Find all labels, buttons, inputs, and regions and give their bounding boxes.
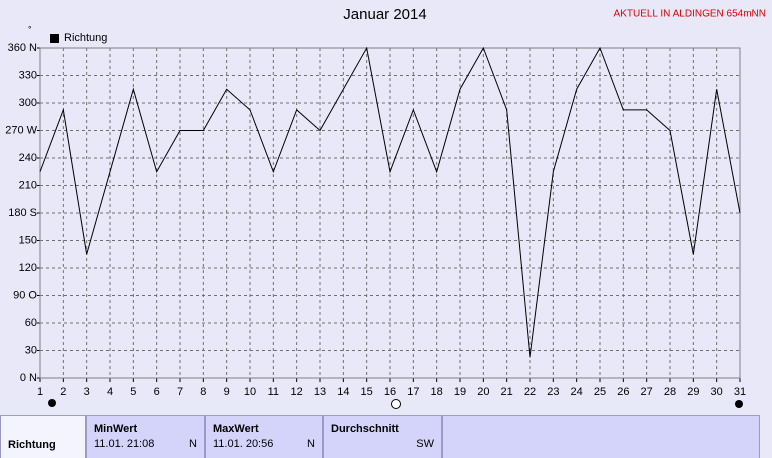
y-tick-label: 210: [19, 179, 37, 191]
x-tick-label: 19: [454, 386, 466, 398]
y-tick-label: 60: [25, 317, 37, 329]
moon-phases: [48, 399, 743, 409]
y-tick-label: 270 W: [5, 124, 37, 136]
cell-value: N: [307, 438, 315, 450]
x-tick-label: 31: [734, 386, 746, 398]
x-tick-label: 16: [384, 386, 396, 398]
x-tick-label: 14: [337, 386, 349, 398]
chart-title: Januar 2014: [343, 6, 426, 23]
x-tick-label: 27: [641, 386, 653, 398]
y-tick-label: 300: [19, 97, 37, 109]
moon-icon: [48, 399, 56, 407]
x-tick-label: 23: [547, 386, 559, 398]
row-label-cell: Richtung: [0, 415, 86, 458]
cell-time: 11.01. 21:08: [94, 438, 155, 450]
x-tick-label: 30: [711, 386, 723, 398]
x-tick-label: 21: [501, 386, 513, 398]
x-tick-label: 8: [200, 386, 206, 398]
legend-label: Richtung: [64, 32, 107, 44]
moon-icon: [391, 399, 401, 409]
y-tick-label: 30: [25, 344, 37, 356]
x-tick-label: 2: [60, 386, 66, 398]
x-tick-label: 13: [314, 386, 326, 398]
y-tick-label: 90 O: [13, 289, 37, 301]
x-tick-label: 26: [617, 386, 629, 398]
x-tick-label: 28: [664, 386, 676, 398]
x-tick-label: 25: [594, 386, 606, 398]
cell-header: Durchschnitt: [331, 423, 399, 435]
y-axis-label: °: [28, 24, 32, 34]
x-tick-label: 12: [291, 386, 303, 398]
cell-value: SW: [416, 438, 434, 450]
y-tick-label: 360 N: [8, 42, 37, 54]
summary-cell: Durchschnitt SW: [323, 415, 442, 458]
y-tick-label: 150: [19, 234, 37, 246]
x-tick-label: 29: [687, 386, 699, 398]
y-tick-label: 330: [19, 69, 37, 81]
x-tick-label: 7: [177, 386, 183, 398]
cell-header: MaxWert: [213, 423, 259, 435]
chart: Januar 2014 AKTUELL IN ALDINGEN 654mNN °…: [5, 6, 766, 409]
y-tick-label: 180 S: [8, 207, 37, 219]
moon-icon: [735, 400, 743, 408]
x-tick-label: 18: [431, 386, 443, 398]
x-tick-label: 6: [154, 386, 160, 398]
x-tick-label: 24: [571, 386, 583, 398]
cell-header: MinWert: [94, 423, 138, 435]
x-tick-label: 20: [477, 386, 489, 398]
x-tick-label: 17: [407, 386, 419, 398]
y-tick-label: 0 N: [20, 372, 37, 384]
data-line: [39, 46, 741, 358]
x-tick-label: 22: [524, 386, 536, 398]
summary-cell: MinWert 11.01. 21:08 N: [86, 415, 205, 458]
y-tick-label: 240: [19, 152, 37, 164]
summary-cell: MaxWert 11.01. 20:56 N: [205, 415, 323, 458]
x-tick-label: 15: [361, 386, 373, 398]
row-label: Richtung: [8, 439, 56, 451]
x-tick-label: 9: [224, 386, 230, 398]
cell-value: N: [189, 438, 197, 450]
x-tick-label: 3: [84, 386, 90, 398]
x-tick-label: 1: [37, 386, 43, 398]
x-tick-label: 4: [107, 386, 113, 398]
x-tick-label: 10: [244, 386, 256, 398]
x-tick-label: 11: [268, 386, 279, 398]
y-tick-label: 120: [19, 262, 37, 274]
cell-time: 11.01. 20:56: [213, 438, 274, 450]
annotation: AKTUELL IN ALDINGEN 654mNN: [614, 9, 766, 20]
x-tick-label: 5: [130, 386, 136, 398]
empty-cell: [442, 415, 760, 458]
legend-swatch: [50, 34, 59, 43]
